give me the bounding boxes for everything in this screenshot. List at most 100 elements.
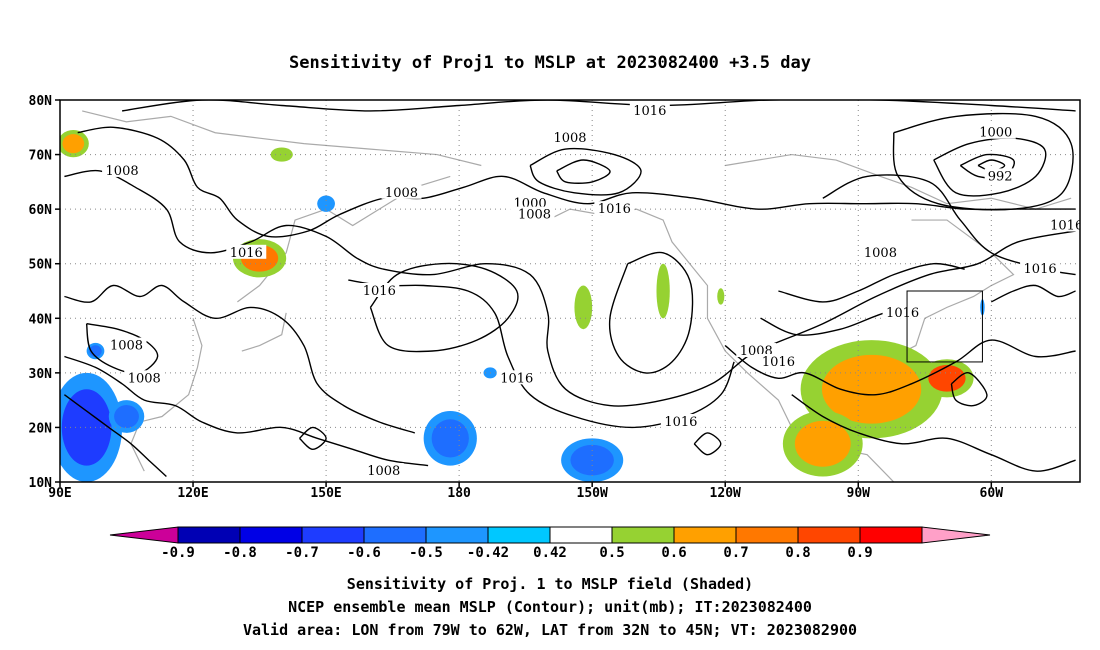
contour-label: 1008 <box>385 186 418 201</box>
lat-tick-label: 80N <box>29 94 53 109</box>
lat-tick-label: 30N <box>29 367 53 382</box>
mslp-contour <box>791 394 1076 472</box>
footer-line-1: Sensitivity of Proj. 1 to MSLP field (Sh… <box>347 575 753 593</box>
colorbar-label: 0.8 <box>785 545 810 561</box>
shaded-region <box>928 364 966 392</box>
colorbar-swatch <box>549 526 613 544</box>
lon-tick-label: 90E <box>48 486 71 501</box>
footer-line-3: Valid area: LON from 79W to 62W, LAT fro… <box>243 621 857 639</box>
coastline <box>725 153 1072 210</box>
colorbar-swatch <box>487 526 551 544</box>
latitude-axis: 80N 70N 60N 50N 40N 30N 20N 10N <box>29 94 60 491</box>
contour-label: 1008 <box>553 131 586 146</box>
lon-tick-label: 150W <box>577 486 608 501</box>
colorbar-low-triangle <box>109 526 179 544</box>
contour-label: 1016 <box>230 246 263 261</box>
colorbar-swatch <box>735 526 799 544</box>
footer-line-2: NCEP ensemble mean MSLP (Contour); unit(… <box>288 598 812 616</box>
contour-label: 1016 <box>1050 219 1083 234</box>
contour-label-bg <box>363 463 404 478</box>
contour-label: 1008 <box>110 339 143 354</box>
shaded-region <box>431 419 469 458</box>
mslp-contour <box>77 126 1076 238</box>
contour-label-bg <box>514 206 555 221</box>
figure-title: Sensitivity of Proj1 to MSLP at 20230824… <box>289 53 811 73</box>
contour-label-bg <box>381 184 422 199</box>
shaded-region <box>577 292 590 323</box>
lon-tick-label: 90W <box>847 486 871 501</box>
mslp-contour <box>724 339 1076 396</box>
shaded-region <box>821 354 922 424</box>
colorbar-label: -0.7 <box>285 545 319 561</box>
shaded-region <box>718 290 724 303</box>
colorbar-swatch <box>239 526 303 544</box>
map-frame <box>59 99 1081 483</box>
contour-label-bg <box>510 195 551 210</box>
mslp-contour <box>64 284 416 434</box>
colorbar-label: 0.6 <box>661 545 686 561</box>
coastline <box>82 110 482 167</box>
colorbar-label: -0.9 <box>161 545 195 561</box>
longitude-axis: 90E 120E 150E 180 150W 120W 90W 60W <box>48 482 1003 501</box>
shaded-region <box>62 134 85 154</box>
mslp-contour <box>529 147 642 196</box>
lon-tick-label: 120E <box>177 486 208 501</box>
contour-label: 1008 <box>128 371 161 386</box>
contour-label: 1016 <box>664 415 697 430</box>
shaded-region <box>61 389 112 466</box>
contour-label: 1008 <box>864 246 897 261</box>
colorbar-swatch <box>177 526 241 544</box>
contour-label: 1008 <box>106 164 139 179</box>
lat-tick-label: 10N <box>29 476 53 491</box>
contour-label: 1016 <box>598 202 631 217</box>
colorbar-label: 0.5 <box>599 545 624 561</box>
contour-label-bg <box>882 304 923 319</box>
mslp-contour <box>64 169 1076 407</box>
mslp-contour <box>892 112 1074 211</box>
contour-label: 1016 <box>633 104 666 119</box>
mslp-contour <box>933 137 1047 197</box>
colorbar-swatch <box>363 526 427 544</box>
valid-area-box <box>906 290 983 363</box>
shaded-region <box>273 149 290 160</box>
shaded-region <box>794 420 851 467</box>
shaded-region <box>114 405 139 428</box>
lon-tick-label: 60W <box>980 486 1004 501</box>
colorbar-swatch <box>301 526 365 544</box>
mslp-contour <box>778 262 965 303</box>
colorbar: -0.9 -0.8 -0.7 -0.6 -0.5 -0.42 0.42 0.5 0.6 0.7 0.… <box>109 526 991 561</box>
contour-label: 1016 <box>886 306 919 321</box>
contour-label-bg <box>359 283 400 297</box>
contour-label-bg <box>106 337 147 352</box>
contour-label: 1000 <box>979 126 1012 141</box>
lon-tick-label: 150E <box>310 486 341 501</box>
lat-tick-label: 70N <box>29 149 53 164</box>
colorbar-label: -0.6 <box>347 545 381 561</box>
contour-label-bg <box>975 124 1016 139</box>
shaded-region <box>658 271 668 311</box>
contour-label-bg <box>660 413 701 428</box>
lat-tick-label: 60N <box>29 203 53 218</box>
colorbar-swatch <box>859 526 923 544</box>
contour-label: 1008 <box>367 464 400 479</box>
contour-label-bg <box>758 353 799 368</box>
mslp-contour <box>369 262 519 353</box>
shaded-region <box>319 197 333 210</box>
contour-label-bg <box>550 130 590 145</box>
colorbar-label: -0.5 <box>409 545 443 561</box>
mslp-contour <box>990 284 1076 303</box>
contour-label-bg <box>860 244 901 259</box>
contour-label-bg <box>496 370 537 385</box>
mslp-contour <box>608 251 694 374</box>
lon-tick-label: 180 <box>447 486 471 501</box>
mslp-contour <box>85 323 159 375</box>
contour-label: 1016 <box>500 371 533 386</box>
mslp-contour <box>950 372 988 407</box>
colorbar-swatch <box>673 526 737 544</box>
contour-label-bg <box>984 168 1016 183</box>
contour-label-bg <box>226 244 267 259</box>
contour-label-bg <box>102 162 143 177</box>
